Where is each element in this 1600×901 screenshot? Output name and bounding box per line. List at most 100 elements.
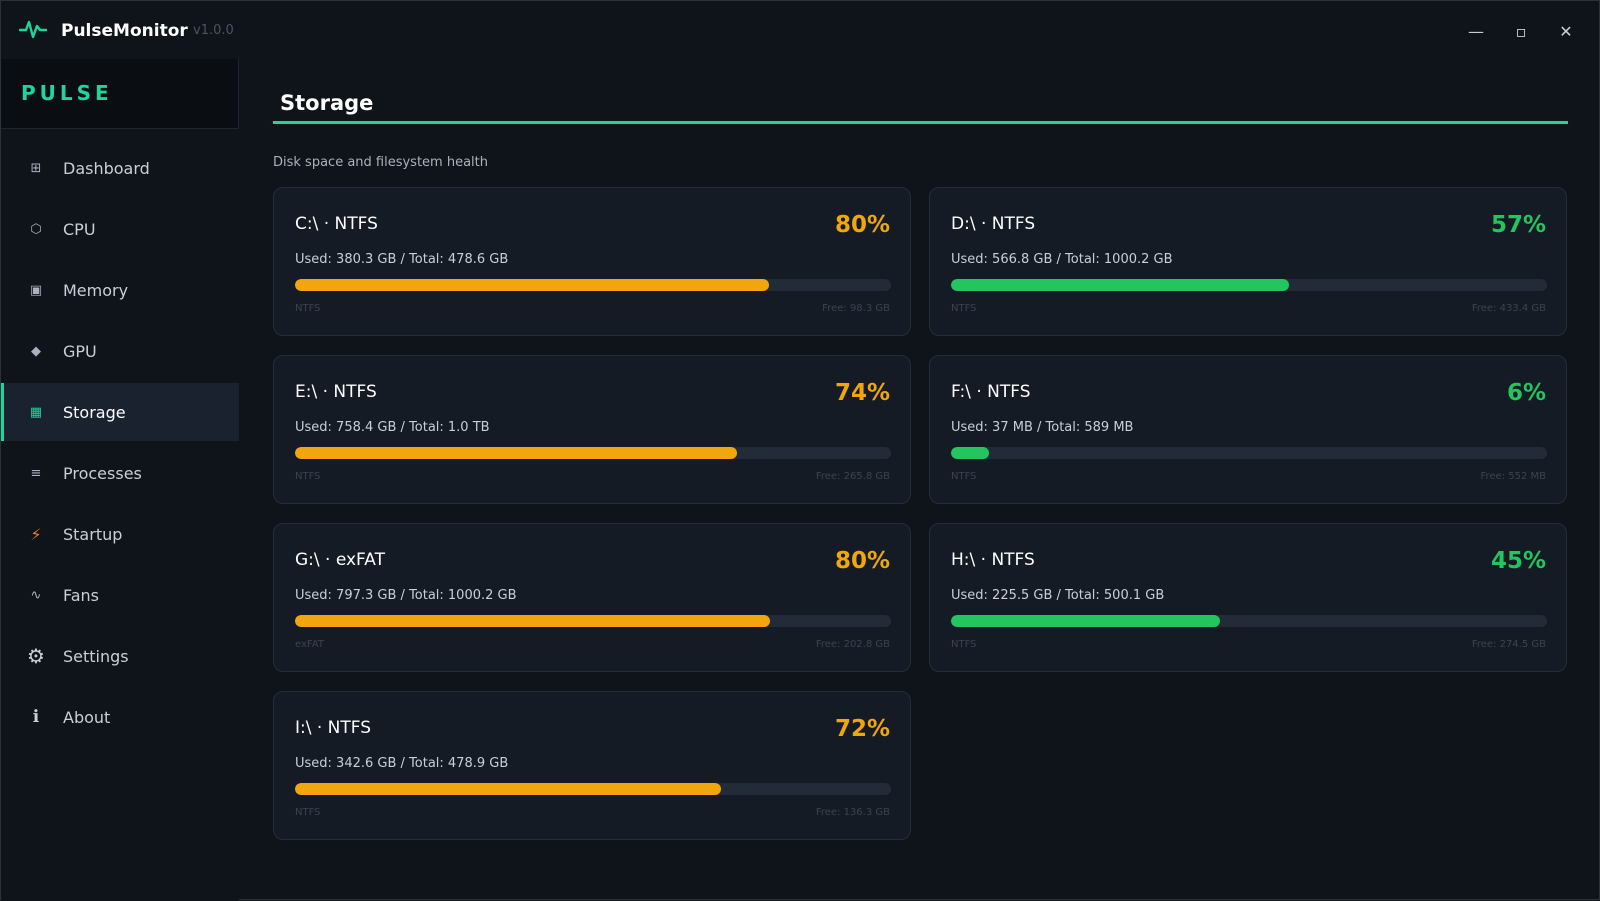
- usage-progress-bar: [951, 615, 1547, 627]
- hexagon-icon: ⬡: [30, 221, 42, 237]
- usage-progress-fill: [295, 279, 769, 291]
- main-content: Storage Disk space and filesystem health…: [273, 59, 1568, 901]
- drive-card[interactable]: D:\ · NTFS 57% Used: 566.8 GB / Total: 100…: [929, 187, 1567, 336]
- drive-title: C:\ · NTFS: [295, 214, 378, 234]
- filesystem-label: exFAT: [295, 639, 324, 650]
- free-space-label: Free: 552 MB: [1480, 471, 1546, 482]
- drive-card[interactable]: C:\ · NTFS 80% Used: 380.3 GB / Total: 478…: [273, 187, 911, 336]
- drive-title: H:\ · NTFS: [951, 550, 1035, 570]
- drive-usage-text: Used: 566.8 GB / Total: 1000.2 GB: [951, 252, 1173, 267]
- usage-progress-fill: [951, 615, 1220, 627]
- usage-progress-fill: [951, 447, 989, 459]
- drive-title: E:\ · NTFS: [295, 382, 377, 402]
- usage-progress-bar: [295, 279, 891, 291]
- drive-usage-text: Used: 797.3 GB / Total: 1000.2 GB: [295, 588, 517, 603]
- sidebar-item-label: Memory: [63, 280, 129, 300]
- sidebar-item-memory[interactable]: ▣ Memory: [1, 261, 239, 319]
- sidebar-item-startup[interactable]: ⚡ Startup: [1, 505, 239, 563]
- drive-card[interactable]: I:\ · NTFS 72% Used: 342.6 GB / Total: 478…: [273, 691, 911, 840]
- usage-progress-bar: [951, 279, 1547, 291]
- drive-usage-text: Used: 342.6 GB / Total: 478.9 GB: [295, 756, 509, 771]
- close-button[interactable]: ✕: [1559, 21, 1573, 41]
- sidebar-item-processes[interactable]: ≡ Processes: [1, 444, 239, 502]
- sidebar-item-about[interactable]: ℹ About: [1, 688, 239, 746]
- drive-title: I:\ · NTFS: [295, 718, 372, 738]
- sidebar-item-dashboard[interactable]: ⊞ Dashboard: [1, 139, 239, 197]
- lightning-icon: ⚡: [30, 524, 42, 544]
- sidebar-item-label: Settings: [63, 646, 129, 666]
- grid-icon: ⊞: [30, 160, 42, 176]
- sidebar-item-label: Fans: [63, 585, 100, 605]
- drive-usage-text: Used: 225.5 GB / Total: 500.1 GB: [951, 588, 1165, 603]
- page-subtitle: Disk space and filesystem health: [273, 155, 488, 170]
- drive-card[interactable]: H:\ · NTFS 45% Used: 225.5 GB / Total: 500…: [929, 523, 1567, 672]
- usage-progress-bar: [295, 615, 891, 627]
- drive-card[interactable]: F:\ · NTFS 6% Used: 37 MB / Total: 589 MB N…: [929, 355, 1567, 504]
- title-divider: [273, 121, 1568, 124]
- gear-icon: ⚙: [27, 644, 45, 668]
- sidebar-item-label: GPU: [63, 341, 97, 361]
- usage-progress-bar: [295, 447, 891, 459]
- sidebar-item-label: About: [63, 707, 111, 727]
- sidebar-item-gpu[interactable]: ◆ GPU: [1, 322, 239, 380]
- sidebar-item-label: CPU: [63, 219, 96, 239]
- sidebar: PULSE ⊞ Dashboard ⬡ CPU ▣ Memory ◆ GPU ▦ Storage ≡…: [1, 59, 239, 901]
- usage-progress-bar: [295, 783, 891, 795]
- sidebar-item-cpu[interactable]: ⬡ CPU: [1, 200, 239, 258]
- drive-usage-text: Used: 758.4 GB / Total: 1.0 TB: [295, 420, 490, 435]
- usage-progress-fill: [951, 279, 1289, 291]
- filesystem-label: NTFS: [295, 807, 321, 818]
- drive-usage-percent: 45%: [1490, 548, 1546, 574]
- free-space-label: Free: 136.3 GB: [815, 807, 890, 818]
- usage-progress-fill: [295, 615, 770, 627]
- brand-panel: PULSE: [1, 59, 239, 129]
- drive-usage-text: Used: 37 MB / Total: 589 MB: [951, 420, 1134, 435]
- sidebar-item-label: Dashboard: [63, 158, 150, 178]
- app-version: v1.0.0: [193, 23, 234, 38]
- usage-progress-bar: [951, 447, 1547, 459]
- memory-icon: ▣: [29, 282, 43, 298]
- storage-icon: ▦: [29, 404, 43, 420]
- filesystem-label: NTFS: [295, 471, 321, 482]
- drive-usage-text: Used: 380.3 GB / Total: 478.6 GB: [295, 252, 509, 267]
- maximize-button[interactable]: ▫: [1515, 21, 1527, 41]
- usage-progress-fill: [295, 447, 737, 459]
- drive-card[interactable]: E:\ · NTFS 74% Used: 758.4 GB / Total: 1.0…: [273, 355, 911, 504]
- drive-usage-percent: 80%: [834, 212, 890, 238]
- drive-title: D:\ · NTFS: [951, 214, 1036, 234]
- brand-label: PULSE: [21, 81, 113, 105]
- drive-card[interactable]: G:\ · exFAT 80% Used: 797.3 GB / Total: 10…: [273, 523, 911, 672]
- drive-title: F:\ · NTFS: [951, 382, 1031, 402]
- filesystem-label: NTFS: [951, 303, 977, 314]
- fan-icon: ∿: [30, 587, 42, 603]
- drive-usage-percent: 57%: [1490, 212, 1546, 238]
- filesystem-label: NTFS: [951, 471, 977, 482]
- pulse-logo-icon: [19, 20, 47, 39]
- sidebar-item-label: Processes: [63, 463, 142, 483]
- drive-usage-percent: 80%: [834, 548, 890, 574]
- drive-title: G:\ · exFAT: [295, 550, 385, 570]
- drive-usage-percent: 74%: [834, 380, 890, 406]
- free-space-label: Free: 433.4 GB: [1471, 303, 1546, 314]
- sidebar-item-label: Storage: [63, 402, 126, 422]
- drive-usage-percent: 72%: [834, 716, 890, 742]
- page-title: Storage: [280, 91, 374, 115]
- minimize-button[interactable]: —: [1468, 21, 1484, 41]
- info-icon: ℹ: [32, 707, 40, 727]
- free-space-label: Free: 202.8 GB: [815, 639, 890, 650]
- usage-progress-fill: [295, 783, 722, 795]
- filesystem-label: NTFS: [951, 639, 977, 650]
- drive-usage-percent: 6%: [1506, 380, 1546, 406]
- free-space-label: Free: 98.3 GB: [822, 303, 890, 314]
- free-space-label: Free: 274.5 GB: [1471, 639, 1546, 650]
- sidebar-item-settings[interactable]: ⚙ Settings: [1, 627, 239, 685]
- sidebar-item-label: Startup: [63, 524, 123, 544]
- title-bar[interactable]: PulseMonitor v1.0.0 — ▫ ✕: [1, 1, 1600, 59]
- list-icon: ≡: [30, 465, 42, 481]
- free-space-label: Free: 265.8 GB: [815, 471, 890, 482]
- sidebar-item-storage[interactable]: ▦ Storage: [1, 383, 239, 441]
- app-name: PulseMonitor: [61, 21, 188, 41]
- sidebar-item-fans[interactable]: ∿ Fans: [1, 566, 239, 624]
- diamond-icon: ◆: [31, 343, 41, 359]
